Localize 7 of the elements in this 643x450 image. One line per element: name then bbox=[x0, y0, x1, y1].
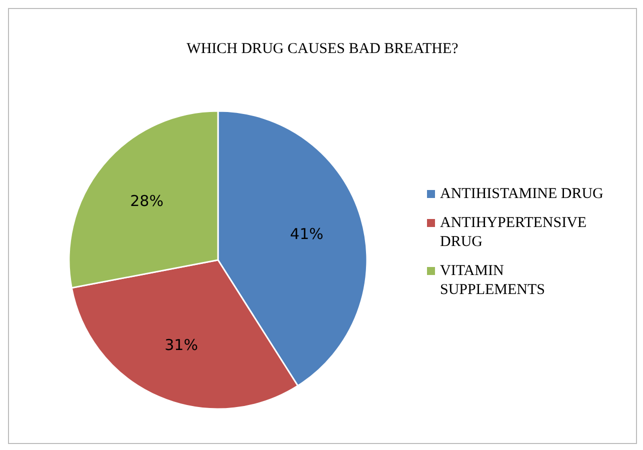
data-label: 41% bbox=[290, 225, 324, 244]
legend-label: ANTIHYPERTENSIVE DRUG bbox=[440, 214, 588, 252]
legend-label: ANTIHISTAMINE DRUG bbox=[440, 185, 604, 204]
data-label: 31% bbox=[164, 336, 198, 354]
chart-title: WHICH DRUG CAUSES BAD BREATHE? bbox=[186, 41, 460, 58]
data-label: 28% bbox=[130, 192, 164, 210]
legend-label: VITAMIN SUPPLEMENTS bbox=[440, 262, 546, 300]
